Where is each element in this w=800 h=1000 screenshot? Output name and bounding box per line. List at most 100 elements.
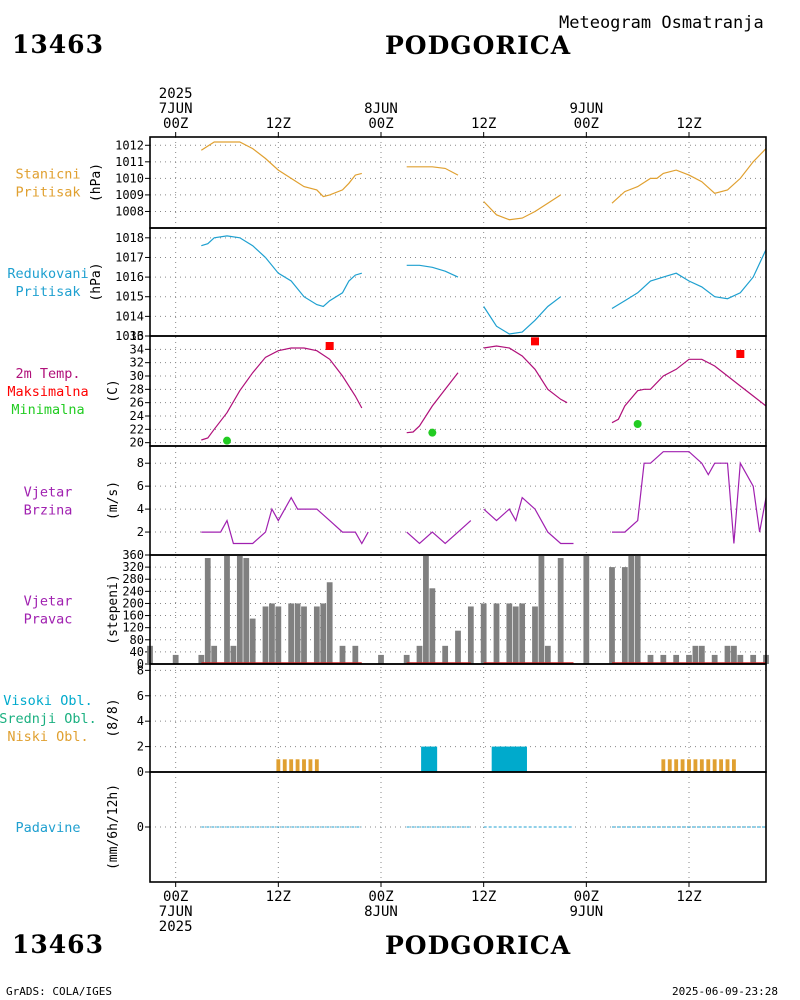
y-tick-label: 1011	[115, 155, 144, 169]
series-line	[483, 194, 562, 221]
y-tick-label: 8	[137, 456, 144, 470]
y-tick-label: 1018	[115, 231, 144, 245]
bottom-axis-label: 2025	[159, 919, 193, 935]
direction-bar	[236, 555, 243, 664]
y-tick-label: 120	[122, 621, 144, 635]
direction-bar	[634, 555, 641, 664]
series-line	[406, 264, 459, 278]
cloud-bar	[289, 759, 294, 772]
direction-bar	[455, 630, 461, 664]
direction-bar	[512, 606, 519, 664]
cloud-bar	[699, 759, 704, 772]
series-line	[611, 249, 767, 310]
panel-label: Visoki Obl.	[3, 693, 92, 709]
direction-bar	[294, 603, 301, 664]
direction-bar	[628, 555, 635, 664]
direction-bar	[538, 555, 545, 664]
top-axis-label: 00Z	[574, 116, 599, 132]
series-line	[611, 358, 767, 424]
series-line	[201, 235, 362, 308]
top-axis-label: 12Z	[676, 116, 701, 132]
y-tick-label: 1015	[115, 290, 144, 304]
direction-bar	[204, 558, 211, 664]
y-tick-label: 40	[130, 645, 144, 659]
series-line	[483, 345, 568, 404]
panel-label: Pritisak	[15, 284, 80, 300]
series-line	[201, 496, 369, 545]
y-tick-label: 32	[130, 356, 144, 370]
panel-label: Pravac	[24, 612, 73, 628]
direction-bar	[313, 606, 320, 664]
direction-bar	[467, 606, 474, 664]
bottom-axis-label: 12Z	[266, 889, 291, 905]
cloud-bar	[680, 759, 685, 772]
y-tick-label: 6	[137, 479, 144, 493]
cloud-bar	[427, 746, 438, 772]
direction-bar	[673, 654, 680, 664]
direction-bar	[480, 603, 487, 664]
panel-label: Brzina	[24, 503, 73, 519]
direction-bar	[609, 567, 615, 664]
y-tick-label: 1009	[115, 188, 144, 202]
direction-bar	[352, 645, 359, 664]
y-tick-label: 1013	[115, 329, 144, 343]
panel-label: Redukovani	[7, 266, 88, 282]
tmax-marker	[736, 350, 745, 358]
panel-label: 2m Temp.	[15, 366, 80, 382]
direction-bar	[429, 588, 436, 664]
cloud-bar	[517, 746, 527, 772]
direction-bar	[711, 654, 718, 664]
tmax-marker	[531, 337, 539, 346]
direction-bar	[230, 645, 237, 664]
y-tick-label: 160	[122, 609, 144, 623]
direction-bar	[724, 645, 731, 664]
panel-label: Vjetar	[24, 594, 73, 610]
y-tick-label: 320	[122, 560, 144, 574]
cloud-bar	[308, 759, 313, 772]
y-tick-label: 0	[137, 765, 144, 779]
y-tick-label: 24	[130, 409, 144, 423]
top-axis-label: 12Z	[266, 116, 291, 132]
y-tick-label: 1008	[115, 204, 144, 218]
cloud-bar	[491, 746, 502, 772]
direction-bar	[403, 654, 410, 664]
y-tick-label: 360	[122, 548, 144, 562]
y-tick-label: 22	[130, 422, 144, 436]
y-axis-unit-label: (8/8)	[106, 698, 121, 737]
y-axis-unit-label: (mm/6h/12h)	[106, 784, 121, 870]
series-line	[406, 166, 459, 176]
series-line	[200, 141, 362, 198]
cloud-bar	[719, 759, 724, 772]
cloud-bar	[661, 759, 666, 772]
y-tick-label: 34	[130, 342, 144, 356]
direction-bar	[647, 654, 654, 664]
direction-bar	[532, 606, 538, 664]
direction-bar	[262, 606, 269, 664]
y-tick-label: 80	[130, 633, 144, 647]
y-tick-label: 1012	[115, 138, 144, 152]
series-line	[483, 496, 574, 545]
cloud-bar	[421, 746, 431, 772]
cloud-bar	[687, 759, 691, 772]
direction-bar	[378, 654, 384, 664]
footer-station-name: PODGORICA	[385, 931, 572, 960]
tmax-marker	[325, 342, 334, 350]
bottom-axis-label: 12Z	[676, 889, 701, 905]
panel-label: Niski Obl.	[7, 729, 88, 745]
top-axis-label: 7JUN	[159, 101, 193, 117]
cloud-bar	[314, 759, 319, 772]
y-tick-label: 2	[137, 740, 144, 754]
bottom-axis-label: 00Z	[574, 889, 599, 905]
direction-bar	[275, 606, 282, 664]
cloud-bar	[276, 759, 281, 772]
bottom-axis-label: 00Z	[163, 889, 188, 905]
panel-label: Pritisak	[15, 185, 80, 201]
panel-frame	[149, 771, 767, 883]
direction-bar	[750, 654, 757, 664]
direction-bar	[519, 603, 526, 664]
y-tick-label: 1017	[115, 250, 144, 264]
bottom-axis-label: 8JUN	[364, 904, 398, 920]
cloud-bar	[282, 759, 287, 772]
panel-frame	[149, 227, 767, 337]
direction-bar	[698, 645, 705, 664]
